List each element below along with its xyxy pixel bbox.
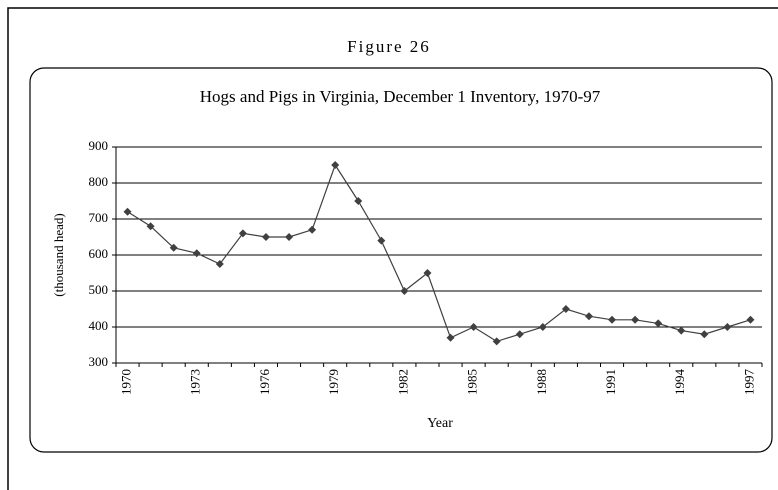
marker: [492, 337, 501, 346]
y-tick-label: 400: [89, 318, 109, 333]
marker: [192, 249, 201, 258]
x-tick-label: 1997: [741, 369, 756, 396]
x-tick-label: 1982: [395, 369, 410, 395]
y-tick-label: 900: [89, 138, 109, 153]
marker: [285, 233, 294, 241]
x-tick-label: 1994: [672, 369, 687, 396]
marker: [561, 305, 570, 313]
marker: [377, 236, 386, 245]
marker: [584, 312, 593, 321]
x-tick-label: 1991: [603, 369, 618, 395]
marker: [123, 207, 132, 216]
x-tick-label: 1985: [465, 369, 480, 395]
outer-frame: [7, 7, 778, 490]
marker: [515, 330, 524, 339]
marker: [238, 229, 247, 238]
y-axis-label: (thousand head): [51, 213, 66, 296]
marker: [746, 315, 755, 324]
marker: [654, 319, 663, 328]
y-tick-label: 800: [89, 174, 109, 189]
marker: [261, 233, 270, 241]
y-tick-label: 300: [89, 354, 109, 369]
marker: [400, 287, 409, 295]
marker: [146, 222, 155, 231]
marker: [608, 315, 617, 324]
marker: [538, 323, 547, 331]
marker: [723, 323, 732, 331]
chart-frame: [29, 67, 773, 453]
x-tick-label: 1970: [119, 369, 134, 395]
marker: [308, 225, 317, 234]
y-tick-label: 600: [89, 246, 109, 261]
chart-title: Hogs and Pigs in Virginia, December 1 In…: [200, 87, 601, 106]
marker: [423, 269, 432, 277]
marker: [446, 333, 455, 342]
marker: [469, 323, 478, 331]
marker: [169, 243, 178, 252]
x-tick-label: 1979: [326, 369, 341, 395]
x-axis-label: Year: [427, 416, 453, 431]
marker: [631, 315, 640, 324]
marker: [331, 161, 340, 169]
marker: [677, 326, 686, 335]
marker: [354, 197, 363, 205]
y-tick-label: 500: [89, 282, 109, 297]
marker: [700, 330, 709, 339]
x-tick-label: 1976: [257, 369, 272, 396]
marker: [215, 260, 224, 268]
figure-label: Figure 26: [347, 37, 431, 56]
y-tick-label: 700: [89, 210, 109, 225]
line: [127, 163, 751, 343]
x-tick-label: 1988: [534, 369, 549, 395]
x-tick-label: 1973: [188, 369, 203, 395]
